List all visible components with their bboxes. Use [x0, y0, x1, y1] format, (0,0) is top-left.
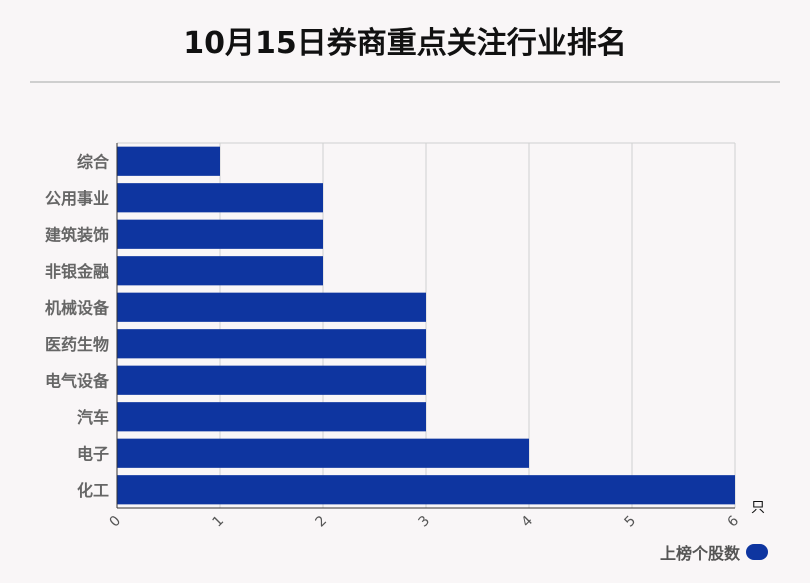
x-tick-label: 0	[107, 513, 125, 531]
tick-labels: 0 1 2 3 4 5 6	[107, 513, 743, 531]
legend-label: 上榜个股数	[659, 544, 740, 563]
bar	[117, 256, 323, 286]
x-tick-label: 5	[622, 513, 640, 531]
category-label: 公用事业	[45, 189, 109, 208]
bar	[117, 292, 426, 322]
bar	[117, 475, 735, 505]
x-tick-label: 2	[313, 513, 331, 531]
category-label: 化工	[77, 481, 109, 500]
category-label: 建筑装饰	[45, 225, 109, 244]
x-tick-label: 6	[725, 513, 743, 531]
bar	[117, 183, 323, 213]
bar	[117, 219, 323, 249]
x-tick-label: 1	[210, 513, 228, 531]
x-tick-label: 4	[519, 513, 537, 531]
axes	[116, 143, 735, 509]
legend[interactable]: 上榜个股数	[660, 540, 768, 564]
category-label: 综合	[77, 152, 110, 171]
bar	[117, 402, 426, 432]
bar	[117, 146, 220, 176]
category-label: 电气设备	[45, 371, 110, 390]
bar	[117, 365, 426, 395]
bars	[117, 146, 735, 505]
x-unit-label: 只	[751, 500, 765, 516]
category-label: 汽车	[77, 408, 109, 427]
bar	[117, 438, 529, 468]
legend-swatch	[746, 544, 768, 560]
title-divider	[30, 81, 780, 83]
bar	[117, 329, 426, 359]
chart-title: 10月15日券商重点关注行业排名	[183, 26, 627, 61]
category-label: 医药生物	[45, 335, 109, 354]
category-label: 机械设备	[45, 298, 110, 317]
x-tick-label: 3	[416, 513, 434, 531]
category-label: 电子	[77, 444, 109, 463]
category-label: 非银金融	[45, 262, 109, 281]
